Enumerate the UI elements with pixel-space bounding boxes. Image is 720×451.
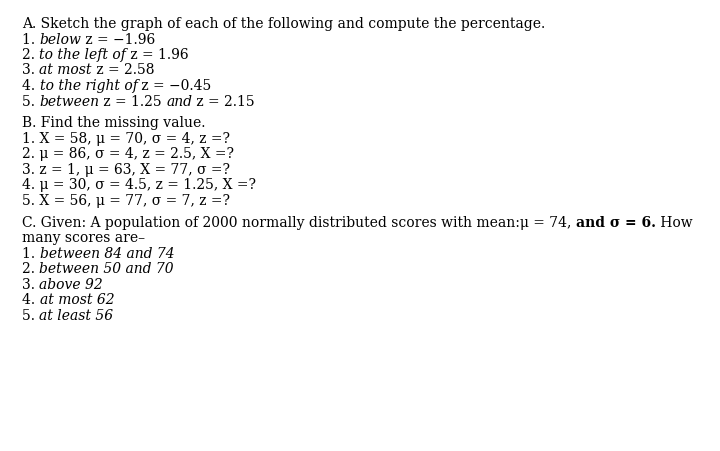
Text: to the left of: to the left of bbox=[40, 48, 126, 62]
Text: between: between bbox=[40, 94, 99, 108]
Text: to the right of: to the right of bbox=[40, 79, 138, 93]
Text: below: below bbox=[40, 32, 81, 46]
Text: at most: at most bbox=[40, 63, 92, 77]
Text: 1.: 1. bbox=[22, 32, 40, 46]
Text: 5.: 5. bbox=[22, 308, 40, 322]
Text: 4.: 4. bbox=[22, 293, 40, 307]
Text: 3.: 3. bbox=[22, 63, 40, 77]
Text: z = 2.58: z = 2.58 bbox=[92, 63, 154, 77]
Text: z = −1.96: z = −1.96 bbox=[81, 32, 156, 46]
Text: A. Sketch the graph of each of the following and compute the percentage.: A. Sketch the graph of each of the follo… bbox=[22, 17, 545, 31]
Text: at most 62: at most 62 bbox=[40, 293, 114, 307]
Text: between 84 and 74: between 84 and 74 bbox=[40, 246, 174, 260]
Text: C. Given: A population of 2000 normally distributed scores with mean:μ = 74,: C. Given: A population of 2000 normally … bbox=[22, 216, 576, 230]
Text: between 50 and 70: between 50 and 70 bbox=[40, 262, 174, 276]
Text: B. Find the missing value.: B. Find the missing value. bbox=[22, 116, 205, 130]
Text: 3. z = 1, μ = 63, X = 77, σ =?: 3. z = 1, μ = 63, X = 77, σ =? bbox=[22, 163, 230, 177]
Text: and σ = 6.: and σ = 6. bbox=[576, 216, 656, 230]
Text: 2.: 2. bbox=[22, 48, 40, 62]
Text: at least 56: at least 56 bbox=[40, 308, 114, 322]
Text: and: and bbox=[166, 94, 192, 108]
Text: 2. μ = 86, σ = 4, z = 2.5, X =?: 2. μ = 86, σ = 4, z = 2.5, X =? bbox=[22, 147, 234, 161]
Text: 5. X = 56, μ = 77, σ = 7, z =?: 5. X = 56, μ = 77, σ = 7, z =? bbox=[22, 193, 230, 207]
Text: 2.: 2. bbox=[22, 262, 40, 276]
Text: z = 2.15: z = 2.15 bbox=[192, 94, 255, 108]
Text: 5.: 5. bbox=[22, 94, 40, 108]
Text: z = −0.45: z = −0.45 bbox=[138, 79, 212, 93]
Text: z = 1.25: z = 1.25 bbox=[99, 94, 166, 108]
Text: 4. μ = 30, σ = 4.5, z = 1.25, X =?: 4. μ = 30, σ = 4.5, z = 1.25, X =? bbox=[22, 178, 256, 192]
Text: above 92: above 92 bbox=[40, 277, 103, 291]
Text: z = 1.96: z = 1.96 bbox=[126, 48, 189, 62]
Text: many scores are–: many scores are– bbox=[22, 231, 145, 245]
Text: 3.: 3. bbox=[22, 277, 40, 291]
Text: 1.: 1. bbox=[22, 246, 40, 260]
Text: 1. X = 58, μ = 70, σ = 4, z =?: 1. X = 58, μ = 70, σ = 4, z =? bbox=[22, 132, 230, 146]
Text: 4.: 4. bbox=[22, 79, 40, 93]
Text: How: How bbox=[656, 216, 693, 230]
